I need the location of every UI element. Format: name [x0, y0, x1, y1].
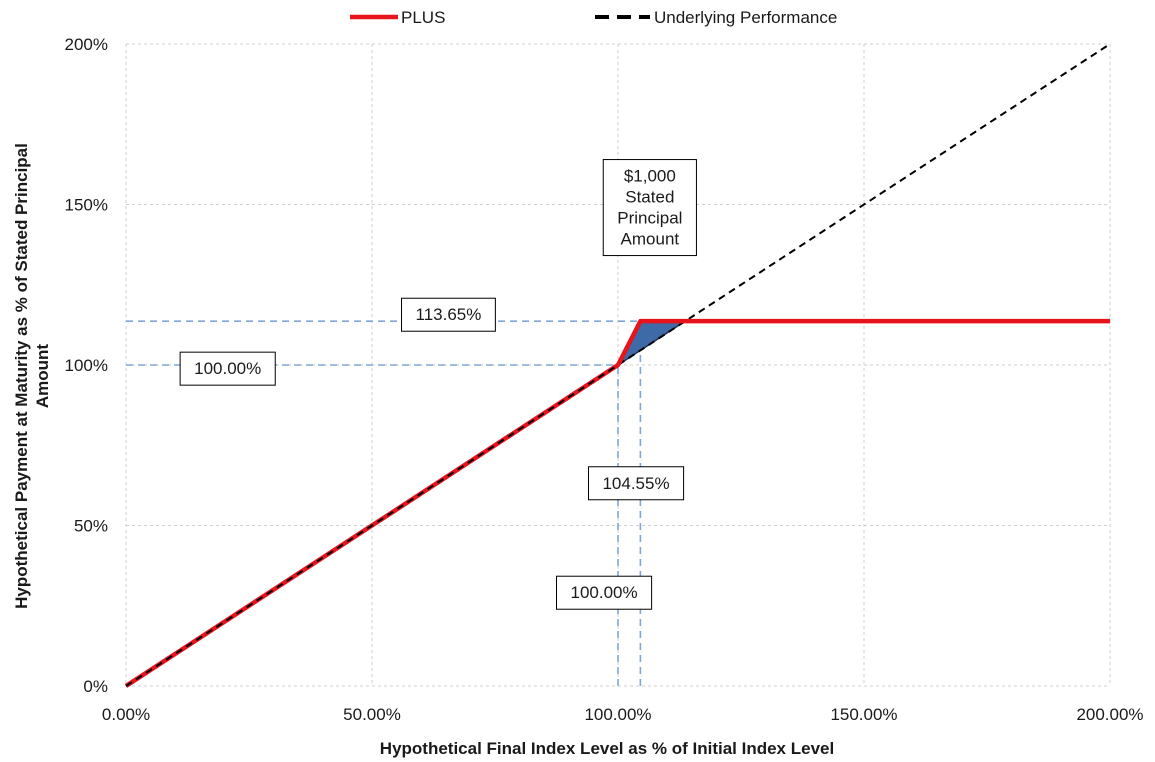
- legend-label-underlying: Underlying Performance: [654, 8, 837, 27]
- y-tick-label: 150%: [65, 196, 108, 215]
- annotation-text: 104.55%: [602, 474, 669, 493]
- annotation-text: 100.00%: [571, 583, 638, 602]
- legend-label-plus: PLUS: [401, 8, 445, 27]
- reference-lines: [126, 320, 642, 686]
- annotation-box: [602, 159, 697, 257]
- annotation-text: Stated: [625, 188, 674, 207]
- annotation-box: [179, 351, 276, 386]
- legend: PLUS Underlying Performance: [350, 8, 837, 27]
- series-overlay-underlying: [125, 364, 619, 687]
- y-axis-title-line-1: Hypothetical Payment at Maturity as % of…: [12, 143, 31, 609]
- y-tick-label: 0%: [83, 677, 108, 696]
- annotation-level-100-x: 100.00%: [556, 575, 653, 610]
- annotation-text: Principal: [617, 209, 682, 228]
- annotation-level-100-y: 100.00%: [179, 351, 276, 386]
- annotation-principal: $1,000 Stated Principal Amount: [602, 159, 697, 257]
- annotation-text: 100.00%: [194, 359, 261, 378]
- series-lines: [124, 43, 1111, 688]
- y-axis-title: Hypothetical Payment at Maturity as % of…: [12, 143, 52, 609]
- annotation-boxes: $1,000 Stated Principal Amount 113.65% 100.00…: [179, 159, 697, 610]
- annotation-text: 113.65%: [416, 305, 482, 324]
- annotation-box: [587, 466, 685, 501]
- annotation-text: Amount: [621, 230, 680, 249]
- x-axis-tick-labels: 0.00% 50.00% 100.00% 150.00% 200.00%: [102, 705, 1144, 724]
- y-axis-title-line-2: Amount: [33, 344, 52, 409]
- annotation-text: $1,000: [624, 167, 676, 186]
- x-tick-label: 150.00%: [830, 705, 897, 724]
- y-tick-label: 100%: [65, 356, 108, 375]
- annotation-level-11365: 113.65%: [401, 297, 496, 332]
- x-tick-label: 50.00%: [343, 705, 401, 724]
- x-axis-title: Hypothetical Final Index Level as % of I…: [380, 739, 834, 758]
- annotation-box: [401, 297, 496, 332]
- x-tick-label: 100.00%: [584, 705, 651, 724]
- x-tick-label: 200.00%: [1076, 705, 1143, 724]
- x-tick-label: 0.00%: [102, 705, 150, 724]
- annotation-level-10455: 104.55%: [587, 466, 685, 501]
- y-tick-label: 50%: [74, 517, 108, 536]
- annotation-box: [556, 575, 653, 610]
- y-tick-label: 200%: [65, 35, 108, 54]
- y-axis-tick-labels: 0% 50% 100% 150% 200%: [65, 35, 108, 696]
